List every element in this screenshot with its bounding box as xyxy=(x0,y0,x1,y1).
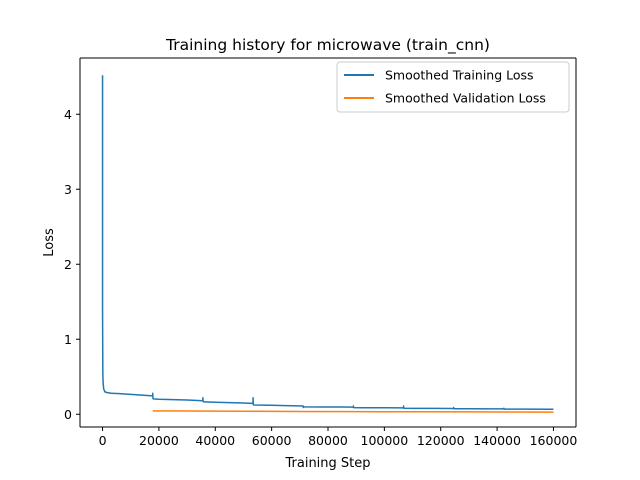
y-tick-label: 0 xyxy=(64,407,72,422)
y-tick-label: 3 xyxy=(64,182,72,197)
chart-title: Training history for microwave (train_cn… xyxy=(165,36,490,55)
x-tick-label: 140000 xyxy=(473,433,521,448)
x-tick-label: 80000 xyxy=(308,433,348,448)
x-tick-label: 60000 xyxy=(252,433,292,448)
x-tick-label: 120000 xyxy=(417,433,465,448)
y-axis-label: Loss xyxy=(42,228,57,257)
y-tick-label: 4 xyxy=(64,107,72,122)
legend-box xyxy=(336,61,570,113)
y-tick-label: 2 xyxy=(64,257,72,272)
x-tick-label: 0 xyxy=(99,433,107,448)
legend-label-training: Smoothed Training Loss xyxy=(385,68,534,83)
training-loss-line xyxy=(101,75,554,411)
series-layer xyxy=(101,75,554,413)
x-tick-label: 20000 xyxy=(139,433,179,448)
plot-area xyxy=(80,58,576,427)
y-axis-ticks: 0 1 2 3 4 xyxy=(64,107,80,422)
legend: Smoothed Training Loss Smoothed Validati… xyxy=(336,61,570,113)
validation-loss-line xyxy=(152,410,554,413)
y-tick-label: 1 xyxy=(64,332,72,347)
x-axis-label: Training Step xyxy=(284,456,370,471)
x-tick-label: 40000 xyxy=(195,433,235,448)
x-tick-label: 100000 xyxy=(361,433,409,448)
x-tick-label: 160000 xyxy=(530,433,578,448)
legend-label-validation: Smoothed Validation Loss xyxy=(385,91,546,106)
x-axis-ticks: 0 20000 40000 60000 80000 100000 120000 140000 1… xyxy=(99,427,578,448)
